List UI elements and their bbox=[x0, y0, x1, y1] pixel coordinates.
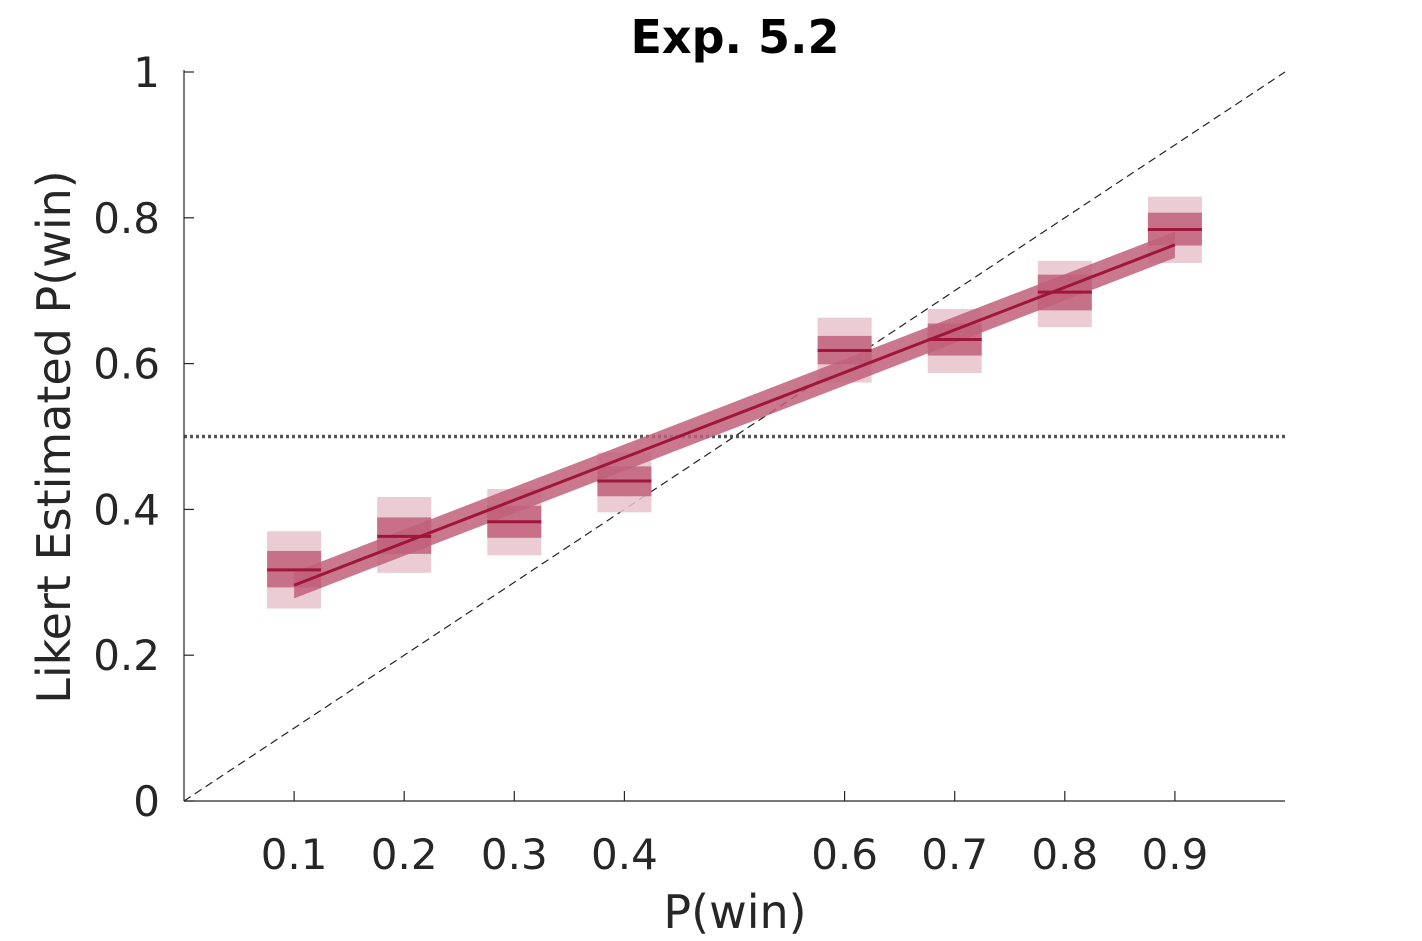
fit-line bbox=[293, 243, 1176, 587]
y-axis-label: Likert Estimated P(win) bbox=[27, 170, 81, 703]
x-tick-label: 0.2 bbox=[371, 830, 438, 879]
y-tick-label: 0.8 bbox=[93, 194, 160, 243]
x-tick-label: 0.8 bbox=[1031, 830, 1098, 879]
identity-reference-line bbox=[183, 71, 1286, 802]
x-tick-label: 0.6 bbox=[811, 830, 878, 879]
plot-area bbox=[183, 71, 1286, 802]
y-tick-label: 0 bbox=[133, 777, 160, 826]
y-tick-label: 1 bbox=[133, 48, 160, 97]
x-axis-ticks: 0.1 0.2 0.3 0.4 0.6 0.7 0.8 0.9 bbox=[261, 791, 1209, 879]
y-tick-label: 0.6 bbox=[93, 340, 160, 389]
x-tick-label: 0.1 bbox=[261, 830, 328, 879]
chart-title: Exp. 5.2 bbox=[631, 10, 840, 64]
y-tick-label: 0.4 bbox=[93, 485, 160, 534]
x-tick-label: 0.3 bbox=[481, 830, 548, 879]
x-tick-label: 0.9 bbox=[1142, 830, 1209, 879]
x-tick-label: 0.4 bbox=[591, 830, 658, 879]
y-axis-ticks: 0 0.2 0.4 0.6 0.8 1 bbox=[93, 48, 194, 826]
y-tick-label: 0.2 bbox=[93, 631, 160, 680]
x-axis-label: P(win) bbox=[663, 885, 806, 939]
x-tick-label: 0.7 bbox=[921, 830, 988, 879]
